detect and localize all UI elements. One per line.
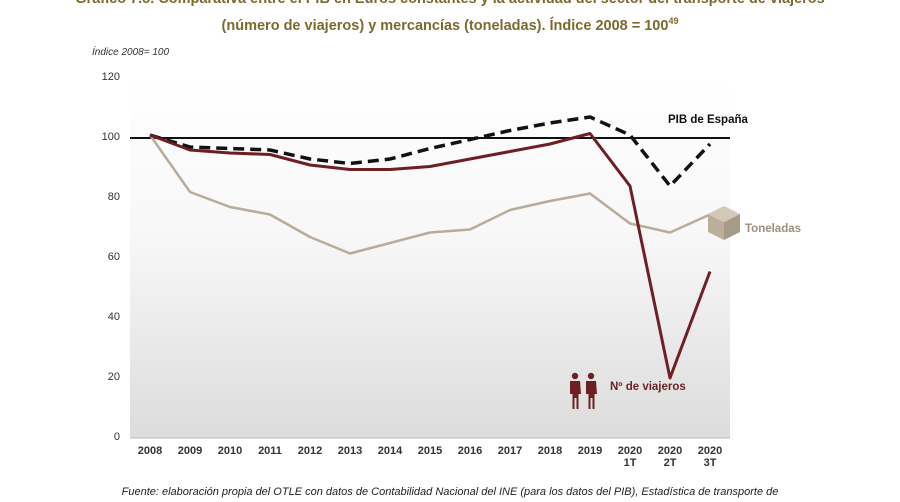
- y-tick-label: 20: [107, 371, 120, 383]
- y-tick-label: 80: [107, 191, 120, 203]
- x-tick-label: 2019: [577, 445, 603, 457]
- box-icon: [708, 206, 740, 240]
- series-line-0: [149, 115, 712, 188]
- x-tick-label: 2011: [258, 445, 282, 457]
- x-tick-label: 2009: [177, 445, 203, 457]
- chart-title-line2-text: (número de viajeros) y mercancías (tonel…: [221, 17, 669, 34]
- x-tick-label: 2018: [537, 445, 563, 457]
- y-axis-label: Índice 2008= 100: [92, 47, 170, 58]
- x-tick-label: 2010: [217, 445, 243, 457]
- chart-title: Gráfico 7.8. Comparativa entre el PIB en…: [0, 0, 900, 37]
- y-tick-label: 0: [113, 431, 120, 443]
- x-tick-label: 2020 1T: [617, 445, 643, 469]
- x-tick-label: 2013: [337, 445, 363, 457]
- y-tick-label: 100: [101, 131, 120, 143]
- x-tick-label: 2008: [137, 445, 163, 457]
- x-tick-label: 2016: [457, 445, 483, 457]
- x-tick-label: 2015: [417, 445, 443, 457]
- series-line-1: [148, 134, 711, 255]
- y-tick-label: 120: [101, 71, 120, 83]
- chart-title-line2: (número de viajeros) y mercancías (tonel…: [0, 10, 900, 37]
- x-tick-label: 2014: [377, 445, 403, 457]
- x-tick-label: 2017: [497, 445, 523, 457]
- y-tick-label: 40: [107, 311, 120, 323]
- series-label-toneladas: Toneladas: [745, 223, 802, 235]
- x-tick-label: 2020 2T: [657, 445, 683, 469]
- x-tick-label: 2012: [297, 445, 323, 457]
- chart-title-line1: Gráfico 7.8. Comparativa entre el PIB en…: [0, 0, 900, 10]
- people-icon: [570, 372, 597, 409]
- series-line-2: [149, 132, 712, 380]
- series-label-viajeros: Nº de viajeros: [610, 381, 686, 393]
- x-tick-label: 2020 3T: [697, 445, 723, 469]
- source-note: Fuente: elaboración propia del OTLE con …: [121, 486, 779, 498]
- series-label-pib: PIB de España: [668, 114, 748, 126]
- y-tick-label: 60: [107, 251, 120, 263]
- footnote-ref: 49: [668, 16, 679, 26]
